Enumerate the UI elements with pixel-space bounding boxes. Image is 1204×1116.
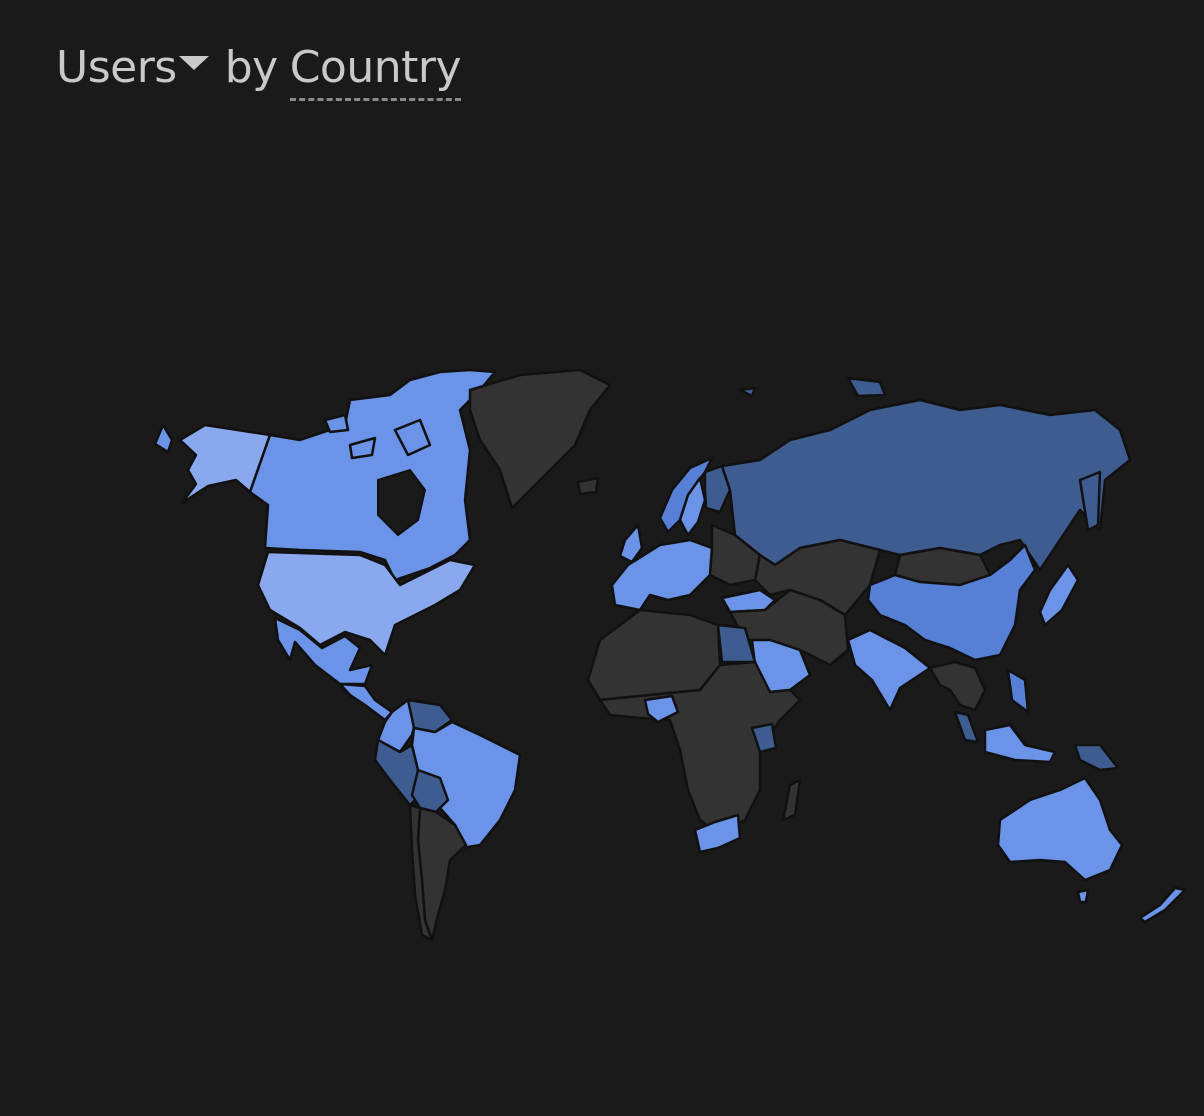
region-malaysia[interactable] [953,710,980,744]
region-southeast-asia[interactable] [928,660,987,712]
by-label: by [224,42,278,93]
metric-label: Users [56,42,177,93]
caret-down-icon [178,56,209,70]
region-colombia [153,423,174,454]
region-mexico[interactable] [273,616,374,686]
region-russia [1078,470,1102,532]
region-new-zealand[interactable] [1138,886,1187,924]
region-kazakhstan-central-asia[interactable] [753,538,882,617]
region-india[interactable] [846,628,932,712]
region-russia [738,386,757,398]
card-title: Users by Country [56,38,461,101]
region-western-europe[interactable] [610,538,714,612]
region-greenland[interactable] [468,368,612,510]
region-indonesia[interactable] [983,723,1057,764]
region-central-america[interactable] [338,682,394,722]
region-russia[interactable] [720,398,1132,572]
metric-dropdown[interactable]: Users [56,38,213,98]
region-united-states[interactable] [256,550,477,657]
region-south-africa[interactable] [693,813,742,854]
region-australia [1076,888,1090,904]
region-philippines[interactable] [1006,668,1030,714]
region-nigeria[interactable] [643,694,680,724]
region-iceland[interactable] [576,476,600,496]
region-canada[interactable] [248,368,497,582]
region-madagascar[interactable] [781,778,802,822]
region-north-africa[interactable] [586,608,722,702]
region-australia[interactable] [996,776,1124,882]
region-chile[interactable] [408,803,434,942]
region-canada [393,418,432,457]
region-kenya[interactable] [750,722,778,754]
region-united-kingdom[interactable] [618,523,644,564]
region-china[interactable] [866,543,1037,662]
region-canada [323,413,350,434]
region-papua-new-guinea[interactable] [1073,743,1120,772]
dimension-selector[interactable]: Country [289,38,461,101]
region-canada [348,436,377,460]
region-japan[interactable] [1038,563,1080,627]
region-russia [846,376,887,398]
